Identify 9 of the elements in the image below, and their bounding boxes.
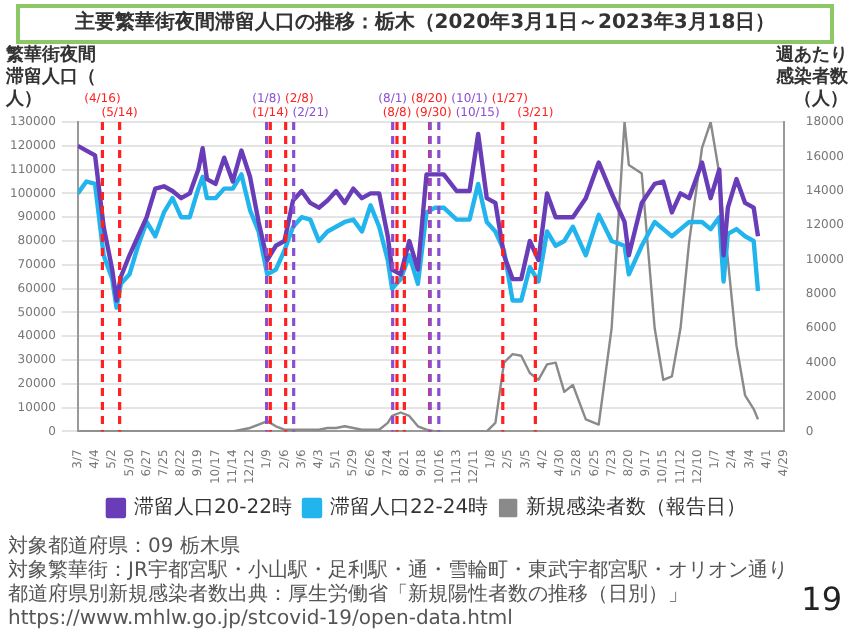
legend-label: 滞留人口22-24時 <box>330 495 489 520</box>
text: 都道府県別新規感染者数出典：厚生労働省「新規陽性者数の推移（日別）」https://www.mhlw.go.jp/stcovid-19/open-data.html <box>8 584 688 630</box>
y2-axis-title: 週あたり感染者数（人） <box>774 43 850 110</box>
text: 19 <box>801 580 842 618</box>
text: 対象都道府県：09 栃木県 <box>8 536 242 559</box>
legend-label: 滞留人口20-22時 <box>133 495 293 520</box>
chart-title: 主要繁華街夜間滞留人口の推移：栃木（2020年3月1日～2023年3月18日） <box>16 4 834 44</box>
text: 対象繁華街：JR宇都宮駅・小山駅・足利駅・通・雪輪町・東武宇都宮駅・オリオン通り <box>8 560 788 582</box>
legend-label: 新規感染者数（報告日） <box>526 495 747 520</box>
